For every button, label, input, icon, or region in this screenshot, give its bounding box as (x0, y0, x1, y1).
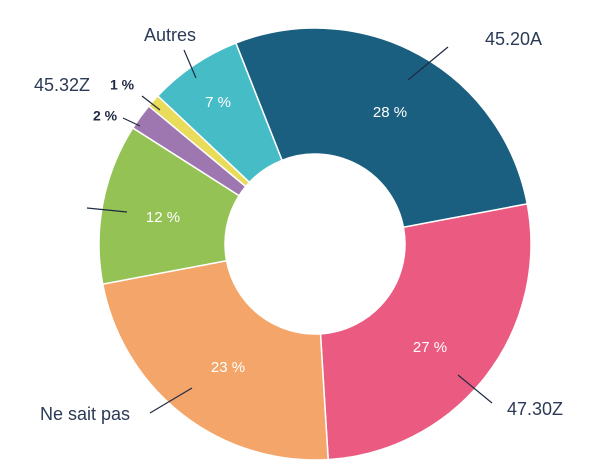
donut-segment (156, 42, 283, 184)
value-label: 23 % (211, 359, 245, 376)
donut-segment (98, 126, 241, 285)
donut-segment (319, 203, 532, 461)
category-label: 45.20A (485, 29, 542, 49)
leader-line (122, 117, 141, 127)
leader-line (457, 374, 493, 404)
category-label: Ne sait pas (40, 404, 130, 424)
value-label: 28 % (373, 104, 407, 121)
value-label: 7 % (205, 94, 231, 111)
value-label: 1 % (110, 77, 135, 93)
leader-line (141, 95, 161, 111)
leader-line (407, 46, 449, 81)
leader-line (86, 207, 128, 213)
category-label: Autres (144, 25, 196, 45)
value-label: 12 % (146, 209, 180, 226)
value-label: 2 % (93, 108, 118, 124)
donut-segment (101, 259, 329, 461)
leader-line (183, 49, 197, 79)
donut-segment (234, 27, 529, 229)
category-label: 45.32Z (34, 75, 90, 95)
category-label: 47.30Z (507, 399, 563, 419)
leader-line (149, 387, 193, 414)
value-label: 27 % (413, 339, 447, 356)
